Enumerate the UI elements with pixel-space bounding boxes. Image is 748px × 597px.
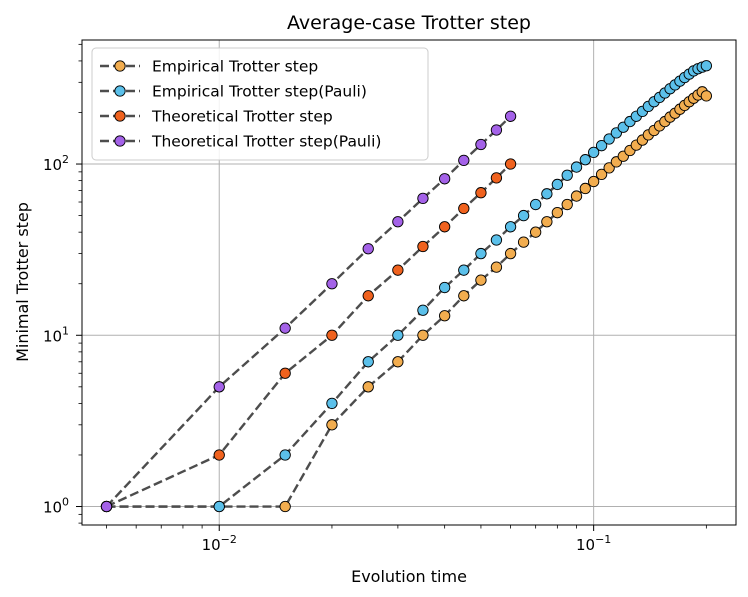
legend-box [91,47,429,161]
data-point-series-2 [458,202,470,215]
legend-marker [114,110,126,122]
data-point-series-0 [326,419,338,431]
data-point-series-0 [595,168,608,181]
data-point-series-2 [392,264,404,276]
data-point-series-1 [458,264,470,276]
data-point-series-0 [551,207,564,219]
data-point-series-1 [490,234,503,246]
data-point-series-1 [504,221,517,233]
data-point-series-1 [392,329,404,341]
data-point-series-1 [579,154,591,166]
data-point-series-0 [392,356,404,368]
legend-marker [114,60,126,72]
data-point-series-1 [362,356,374,368]
data-point-series-0 [439,310,451,322]
data-point-series-1 [700,60,713,72]
data-point-series-0 [279,500,291,513]
data-point-series-1 [603,133,615,145]
data-point-series-0 [529,226,542,238]
data-point-series-0 [504,247,517,260]
data-point-series-0 [362,381,374,393]
y-axis-ticks: 100 101 102 [43,43,82,524]
chart-title: Average-case Trotter step [287,12,531,34]
y-tick-label: 101 [43,324,69,345]
data-point-series-2 [213,449,225,461]
legend-label: Empirical Trotter step(Pauli) [152,83,367,101]
data-point-series-3 [417,192,429,205]
legend-marker [114,85,126,97]
data-point-series-3 [458,154,470,167]
data-point-series-1 [595,140,608,152]
data-point-series-1 [551,178,564,191]
data-point-series-1 [439,281,451,294]
legend-label: Theoretical Trotter step [151,108,333,126]
data-point-series-0 [570,190,583,202]
plot-area-frame [81,39,737,526]
data-point-series-0 [579,182,591,195]
data-point-series-3 [392,216,404,228]
data-point-series-1 [529,198,542,211]
data-point-series-1 [587,146,600,159]
data-point-series-0 [700,90,713,102]
x-tick-label: 10−1 [576,533,611,554]
data-point-series-1 [326,397,338,410]
legend-label: Theoretical Trotter step(Pauli) [151,133,381,151]
x-tick-label: 10−2 [202,533,237,554]
data-point-series-3 [475,138,487,151]
data-point-series-2 [279,367,291,379]
data-point-series-1 [561,169,573,181]
data-point-series-2 [326,329,338,341]
data-point-series-3 [504,110,517,122]
data-point-series-1 [570,161,583,173]
data-point-series-3 [326,278,338,290]
data-point-series-3 [100,500,113,513]
legend-label: Empirical Trotter step [152,58,318,76]
data-point-series-1 [213,500,225,513]
data-point-series-1 [541,188,553,200]
y-tick-label: 102 [43,153,69,174]
data-point-series-1 [279,449,291,461]
data-point-series-0 [490,261,503,273]
data-point-series-1 [475,247,487,260]
data-point-series-0 [541,216,553,228]
data-point-series-0 [417,329,429,341]
data-point-series-2 [475,187,487,199]
data-point-series-0 [561,198,573,211]
y-tick-label: 100 [43,496,69,517]
data-point-series-0 [475,274,487,286]
series-markers [100,60,713,513]
data-point-series-1 [517,209,530,222]
data-point-series-1 [417,304,429,316]
data-point-series-2 [362,290,374,302]
legend: Empirical Trotter step Empirical Trotter … [91,47,429,161]
data-point-series-0 [458,290,470,302]
data-point-series-0 [587,175,600,188]
x-axis-ticks: 10−2 10−1 [106,525,707,554]
data-point-series-2 [490,172,503,184]
data-point-series-3 [439,173,451,185]
data-point-series-3 [213,381,225,393]
data-point-series-0 [517,236,530,248]
data-point-series-3 [362,243,374,255]
data-point-series-3 [279,322,291,334]
y-axis-label: Minimal Trotter step [13,202,32,362]
data-point-series-2 [417,240,429,253]
legend-marker [114,135,126,147]
data-point-series-2 [439,221,451,233]
data-point-series-2 [504,158,517,170]
data-point-series-0 [603,162,615,174]
x-axis-label: Evolution time [351,567,467,586]
data-point-series-3 [490,124,503,136]
